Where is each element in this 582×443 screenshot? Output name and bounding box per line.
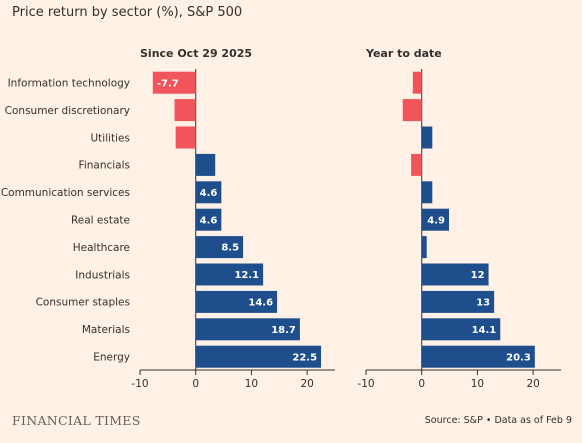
x-tick-label: 0 [192,378,199,390]
category-label: Consumer staples [36,297,130,309]
bar [195,208,222,231]
bar [421,236,427,259]
bar [174,99,196,122]
bar [152,71,196,94]
category-label: Healthcare [73,242,130,254]
data-label: 4.9 [427,215,445,226]
bar [195,318,300,341]
bar [411,153,422,176]
category-label: Consumer discretionary [5,105,130,117]
bar [402,99,422,122]
panel-title: Year to date [365,47,442,60]
category-label: Utilities [90,132,130,144]
ft-logo-text: FINANCIAL TIMES [12,413,141,428]
x-tick-label: -10 [357,378,374,390]
bar [195,236,244,259]
category-label: Industrials [75,269,130,281]
bar [421,290,495,313]
data-label: 4.6 [200,188,218,199]
bar [421,181,433,204]
text-layer: Since Oct 29 2025 -7.7 Information technol… [1,47,540,390]
data-label: 20.3 [506,352,531,363]
data-label: 18.7 [271,325,296,336]
data-label: 12.1 [234,270,259,281]
bar [421,345,535,368]
bar [421,263,489,286]
data-label: 8.5 [221,243,239,254]
x-tick-label: 20 [300,378,313,390]
bar [175,126,196,149]
source-note: Source: S&P • Data as of Feb 9 [424,415,572,426]
bar [195,263,264,286]
bar [195,181,222,204]
bars-layer [152,71,535,368]
x-tick-label: 20 [526,378,539,390]
bar [421,318,501,341]
category-label: Materials [82,324,130,336]
data-label: 13 [476,298,490,309]
data-label: 14.6 [248,298,273,309]
category-label: Real estate [71,215,130,227]
data-label: 14.1 [472,325,497,336]
bar [195,153,216,176]
bar [412,71,422,94]
category-label: Communication services [1,187,130,199]
x-tick-label: 10 [471,378,484,390]
bar [195,345,322,368]
x-tick-label: 0 [418,378,425,390]
category-label: Energy [93,352,130,364]
x-tick-label: 10 [245,378,258,390]
x-tick-label: -10 [131,378,148,390]
panel-title: Since Oct 29 2025 [140,47,252,60]
bar [195,290,278,313]
data-label: -7.7 [157,78,179,89]
category-label: Information technology [8,78,130,90]
data-label: 12 [471,270,485,281]
data-label: 4.6 [200,215,218,226]
bar [421,208,450,231]
category-label: Financials [79,160,130,172]
chart-title: Price return by sector (%), S&P 500 [12,5,243,20]
bar [421,126,433,149]
data-label: 22.5 [292,352,317,363]
